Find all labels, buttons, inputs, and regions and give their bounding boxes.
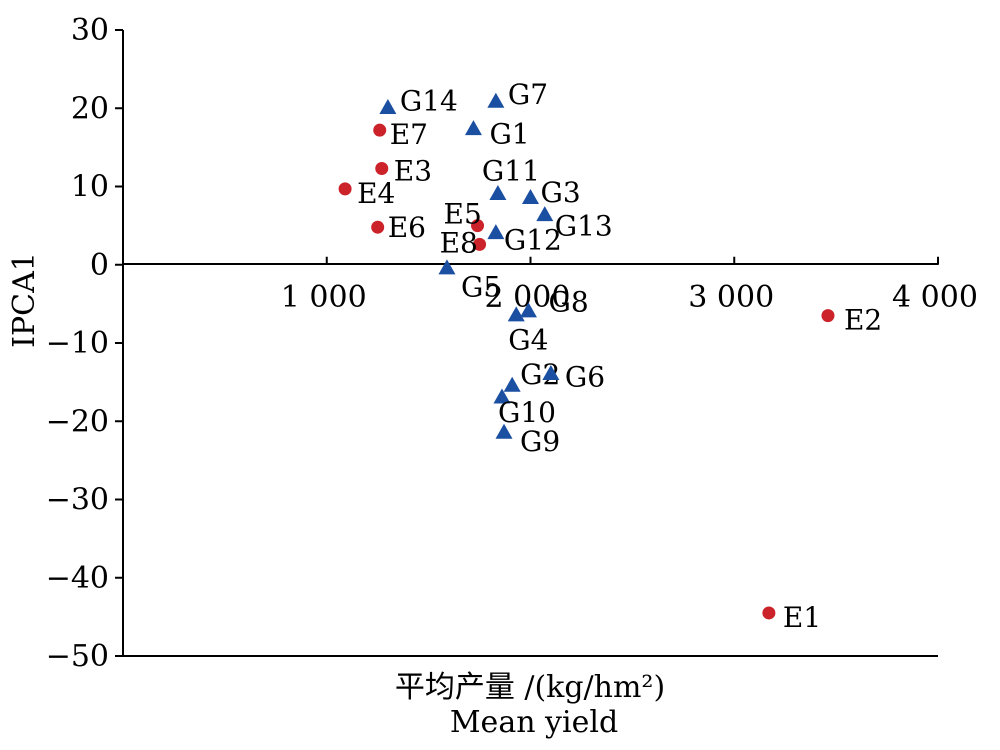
y-tick-label: −30 [46, 483, 109, 518]
point-g13 [536, 206, 554, 222]
point-g5 [438, 259, 456, 275]
point-g6 [542, 365, 560, 380]
y-tick-label: 20 [71, 91, 109, 126]
point-label-e4: E4 [357, 177, 395, 210]
y-tick-label: −40 [46, 561, 109, 596]
point-label-g1: G1 [489, 117, 529, 150]
point-g11 [489, 185, 507, 201]
x-tick-label: 1 000 [281, 280, 367, 315]
point-label-e6: E6 [388, 211, 426, 244]
point-label-e7: E7 [390, 118, 428, 151]
point-label-e8: E8 [440, 226, 478, 259]
point-label-e2: E2 [844, 304, 882, 337]
y-axis-ticks: 30 20 10 0 −10 −20 −30 −40 −50 [46, 13, 123, 674]
point-label-e5: E5 [444, 198, 482, 231]
point-label-g9: G9 [520, 425, 560, 458]
point-g10 [493, 388, 511, 404]
point-g8 [519, 302, 537, 318]
point-g14 [379, 98, 397, 114]
point-e3 [375, 162, 389, 176]
point-g4 [507, 306, 525, 322]
point-g3 [522, 188, 539, 204]
point-e1 [762, 606, 776, 620]
point-e2 [821, 309, 835, 323]
point-label-g4: G4 [508, 324, 548, 357]
point-g12 [487, 224, 505, 240]
point-label-g5: G5 [461, 271, 501, 304]
y-tick-label: 0 [90, 248, 109, 283]
point-g7 [487, 92, 505, 108]
y-tick-label: −20 [46, 404, 109, 439]
x-axis-title-line1: 平均产量 /(kg/hm²) [395, 670, 665, 705]
point-g9 [495, 423, 513, 439]
point-label-g10: G10 [498, 396, 556, 429]
y-tick-label: −50 [46, 639, 109, 674]
x-axis-title-line2: Mean yield [450, 705, 618, 740]
point-e4 [338, 182, 352, 196]
x-axis-ticks: 1 000 2 000 3 000 4 000 [281, 256, 978, 315]
y-tick-label: −10 [46, 326, 109, 361]
point-label-g12: G12 [504, 223, 562, 256]
point-e6 [371, 220, 385, 234]
point-label-e1: E1 [783, 601, 821, 634]
y-tick-label: 30 [71, 13, 109, 48]
y-axis-title: IPCA1 [7, 252, 42, 348]
point-label-g7: G7 [508, 78, 548, 111]
data-points: E1E2E3E4E5E6E7E8G1G2G3G4G5G6G7G8G9G10G11… [338, 78, 882, 634]
point-label-g14: G14 [400, 84, 458, 117]
point-label-g11: G11 [482, 154, 540, 187]
point-label-g8: G8 [548, 286, 588, 319]
point-g2 [503, 376, 521, 392]
point-label-g6: G6 [565, 360, 605, 393]
x-tick-label: 3 000 [688, 280, 774, 315]
x-tick-label: 4 000 [892, 280, 978, 315]
point-label-e3: E3 [394, 155, 432, 188]
point-g1 [464, 120, 482, 136]
point-label-g13: G13 [555, 209, 613, 242]
y-tick-label: 10 [71, 170, 109, 205]
point-e5 [471, 219, 485, 233]
point-e8 [473, 237, 487, 251]
point-e7 [373, 123, 387, 137]
point-label-g3: G3 [541, 176, 581, 209]
